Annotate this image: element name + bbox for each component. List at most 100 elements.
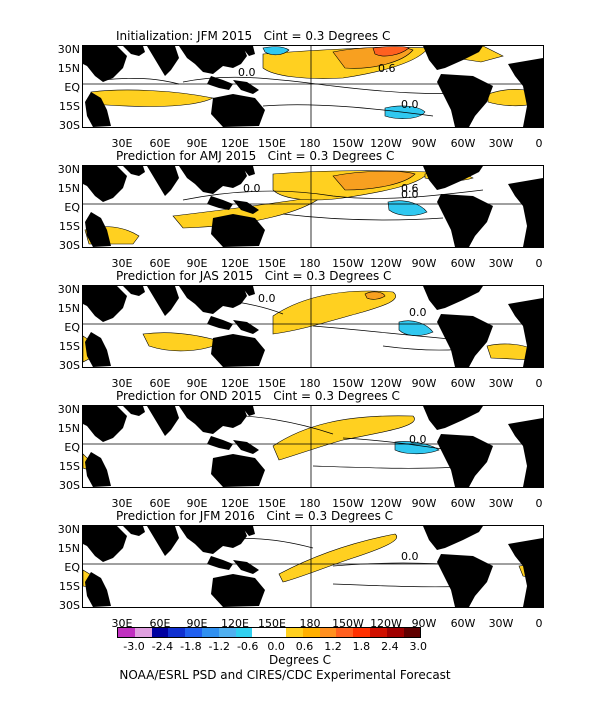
landmass — [207, 316, 233, 330]
landmass — [233, 560, 259, 574]
landmass — [123, 406, 145, 416]
lat-label: 30N — [57, 283, 80, 296]
contour-line — [182, 189, 484, 201]
landmass — [423, 526, 483, 550]
landmass — [211, 94, 265, 127]
colorbar-tick-label: 0.0 — [267, 640, 285, 653]
landmass — [423, 286, 483, 310]
lon-label: 150W — [332, 377, 364, 390]
sst-anomaly-map: 0.0 0.0 — [82, 285, 544, 368]
landmass — [147, 46, 179, 76]
colorbar-swatch — [269, 628, 286, 637]
lon-label: 30W — [488, 497, 514, 510]
lon-label: 150E — [258, 377, 286, 390]
lon-label: 30E — [111, 497, 133, 510]
landmass — [233, 200, 259, 214]
lat-label: 30N — [57, 43, 80, 56]
lon-label: 30E — [111, 617, 133, 630]
landmass — [508, 298, 543, 367]
lon-label: 0 — [535, 137, 543, 150]
contour-line — [102, 78, 180, 85]
landmass — [123, 286, 145, 296]
contour-line — [312, 465, 474, 469]
colorbar-swatch — [336, 628, 354, 637]
landmass — [233, 320, 259, 334]
colorbar-tick-label: -1.8 — [180, 640, 202, 653]
landmass — [85, 92, 111, 127]
sst-anomaly-map: 0.0 0.6 0.0 — [82, 45, 544, 128]
lon-label: 180 — [299, 617, 321, 630]
lon-label: 30W — [488, 617, 514, 630]
warm-anomaly-region — [272, 290, 396, 335]
lon-label: 60W — [450, 137, 476, 150]
lon-label: 180 — [299, 257, 321, 270]
landmass — [241, 526, 255, 536]
landmass — [147, 406, 179, 436]
warm-anomaly-region — [372, 46, 410, 57]
contour-label: 0.0 — [401, 550, 419, 563]
lon-label: 0 — [535, 377, 543, 390]
panel-title: Prediction for JFM 2016 Cint = 0.3 Degre… — [116, 509, 394, 523]
lat-label: EQ — [64, 81, 80, 94]
warm-anomaly-region — [332, 170, 416, 191]
landmass — [207, 76, 233, 90]
lon-label: 120W — [370, 377, 402, 390]
lon-label: 60E — [149, 617, 171, 630]
lat-label: EQ — [64, 561, 80, 574]
landmass — [207, 436, 233, 450]
landmass — [437, 554, 493, 607]
warm-anomaly-region — [142, 332, 224, 352]
warm-anomaly-region — [364, 291, 386, 300]
lon-label: 90E — [186, 137, 208, 150]
landmass — [147, 286, 179, 316]
colorbar-swatch — [235, 628, 253, 637]
colorbar-swatch — [168, 628, 186, 637]
credit-text: NOAA/ESRL PSD and CIRES/CDC Experimental… — [119, 668, 451, 682]
colorbar-swatch — [151, 628, 169, 637]
lat-label: 15N — [57, 542, 80, 555]
lon-label: 180 — [299, 377, 321, 390]
landmass — [179, 166, 247, 194]
colorbar-swatch — [134, 628, 152, 637]
landmass — [83, 46, 127, 82]
contour-label: 0.0 — [409, 306, 427, 319]
landmass — [211, 574, 265, 607]
colorbar-tick-label: -1.2 — [208, 640, 230, 653]
lon-label: 150W — [332, 257, 364, 270]
cool-anomaly-region — [394, 441, 440, 455]
contour-line — [262, 104, 434, 117]
landmass — [211, 454, 265, 487]
colorbar-tick-label: 1.2 — [324, 640, 342, 653]
lon-label: 60E — [149, 137, 171, 150]
lat-label: 30N — [57, 163, 80, 176]
landmass — [508, 178, 543, 247]
colorbar-tick-label: -3.0 — [123, 640, 145, 653]
landmass — [179, 526, 247, 554]
lon-label: 0 — [535, 497, 543, 510]
colorbar-tick-label: 3.0 — [409, 640, 428, 653]
colorbar — [117, 627, 422, 638]
lat-label: 30S — [59, 599, 80, 612]
contour-label: 0.0 — [238, 66, 256, 79]
sst-anomaly-map: 0.0 — [82, 525, 544, 608]
landmass — [437, 194, 493, 247]
colorbar-swatch — [386, 628, 404, 637]
landmass — [233, 440, 259, 454]
landmass — [123, 166, 145, 176]
landmass — [423, 166, 483, 190]
landmass — [179, 46, 247, 74]
lon-label: 60W — [450, 377, 476, 390]
lat-label: 30S — [59, 359, 80, 372]
lon-label: 90E — [186, 377, 208, 390]
landmass — [241, 286, 255, 296]
colorbar-swatch — [218, 628, 236, 637]
landmass — [83, 166, 127, 202]
landmass — [508, 418, 543, 487]
contour-line — [182, 76, 484, 94]
lon-label: 150E — [258, 617, 286, 630]
contour-label: 0.0 — [258, 292, 276, 305]
lon-label: 30E — [111, 377, 133, 390]
lat-label: 30N — [57, 403, 80, 416]
colorbar-tick-label: -0.6 — [236, 640, 259, 653]
landmass — [241, 166, 255, 176]
